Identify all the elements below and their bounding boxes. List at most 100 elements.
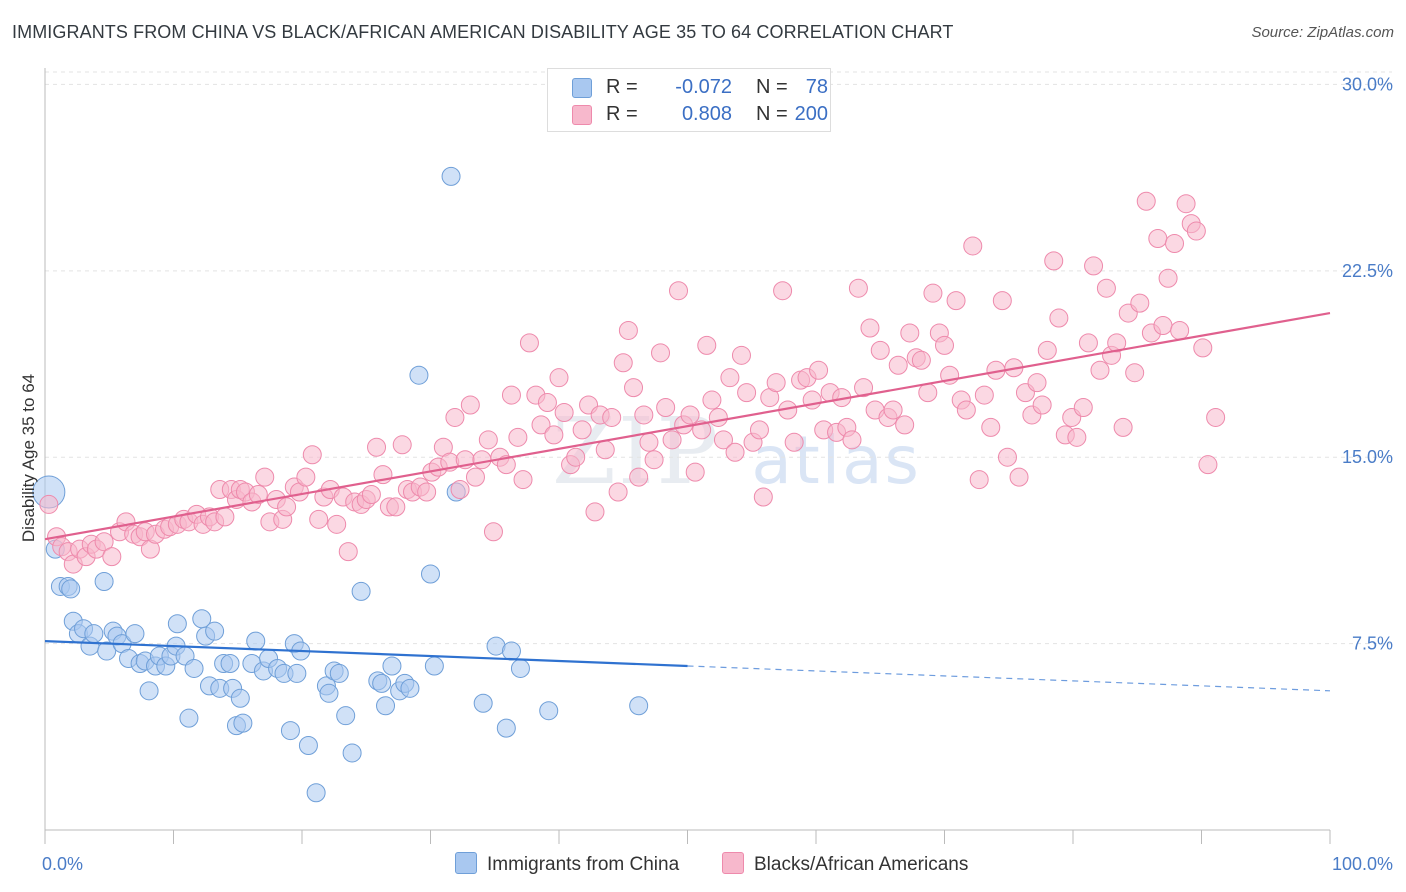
n-label: N =: [756, 103, 788, 125]
data-point: [386, 497, 406, 517]
data-point: [421, 564, 440, 584]
data-point: [382, 656, 402, 676]
data-point: [483, 522, 503, 542]
data-point: [702, 390, 722, 410]
n-label: N =: [756, 76, 788, 98]
data-point: [531, 415, 551, 435]
data-point: [969, 470, 989, 490]
data-point: [496, 455, 516, 475]
data-point: [302, 445, 322, 465]
data-point: [417, 482, 437, 502]
data-point: [992, 291, 1012, 311]
data-point: [900, 323, 920, 343]
data-point: [1113, 417, 1133, 437]
data-point: [139, 681, 159, 701]
data-point: [1078, 333, 1098, 353]
data-point: [338, 542, 358, 562]
data-point: [713, 430, 733, 450]
y-tick-label: 7.5%: [1352, 634, 1393, 654]
data-point: [697, 335, 717, 355]
data-point: [680, 405, 700, 425]
data-point: [981, 417, 1001, 437]
black-swatch: [572, 105, 592, 125]
data-point: [946, 291, 966, 311]
data-point: [508, 427, 528, 447]
data-point: [319, 683, 339, 703]
data-point: [773, 281, 793, 301]
data-point: [1044, 251, 1064, 271]
data-point: [184, 658, 204, 678]
trend-line: [44, 311, 1331, 541]
data-point: [656, 398, 676, 418]
x-tick-label: 100.0%: [1332, 854, 1393, 874]
data-point: [997, 447, 1017, 467]
data-point: [651, 343, 671, 363]
data-point: [248, 484, 268, 504]
data-point: [1148, 229, 1168, 249]
data-point: [1073, 398, 1093, 418]
data-point: [883, 400, 903, 420]
data-point: [613, 353, 633, 373]
data-point: [1107, 333, 1127, 353]
data-point: [1009, 467, 1029, 487]
data-point: [644, 450, 664, 470]
series-blacks-african-americans: [39, 191, 1226, 574]
data-point: [342, 743, 362, 763]
legend-label-china: Immigrants from China: [487, 854, 680, 875]
data-point: [963, 236, 983, 256]
data-point: [870, 340, 890, 360]
data-point: [1153, 315, 1173, 335]
data-point: [608, 482, 628, 502]
data-point: [629, 696, 649, 716]
data-point: [895, 415, 915, 435]
data-point: [842, 430, 862, 450]
data-point: [737, 383, 757, 403]
data-point: [376, 696, 396, 716]
data-point: [97, 641, 117, 661]
data-point: [513, 470, 533, 490]
legend-swatch-black: [722, 852, 744, 874]
n-value: 200: [794, 103, 828, 125]
data-point: [539, 701, 559, 721]
data-point: [1170, 320, 1190, 340]
data-point: [848, 278, 868, 298]
data-point: [1096, 278, 1116, 298]
y-axis-label: Disability Age 35 to 64: [19, 374, 38, 542]
data-point: [888, 355, 908, 375]
data-point: [496, 718, 516, 738]
data-point: [367, 437, 387, 457]
data-point: [566, 447, 586, 467]
r-label: R =: [606, 103, 638, 125]
data-point: [473, 693, 493, 713]
data-point: [1198, 455, 1218, 475]
data-point: [255, 467, 275, 487]
data-point: [445, 407, 465, 427]
data-point: [554, 402, 574, 422]
trend-line: [44, 640, 688, 668]
data-point: [84, 624, 104, 644]
data-point: [1193, 338, 1213, 358]
x-tick-label: 0.0%: [42, 854, 83, 874]
data-point: [501, 385, 521, 405]
data-point: [935, 335, 954, 355]
data-point: [784, 432, 804, 452]
source-credit: Source: ZipAtlas.com: [1251, 24, 1394, 41]
y-tick-label: 15.0%: [1342, 447, 1393, 467]
data-point: [61, 579, 81, 599]
data-point: [179, 708, 199, 728]
data-point: [1032, 395, 1052, 415]
data-point: [450, 480, 470, 500]
china-swatch: [572, 78, 592, 98]
data-point: [685, 462, 705, 482]
data-point: [287, 663, 307, 683]
data-point: [478, 430, 498, 450]
data-point: [351, 581, 371, 601]
y-tick-label: 22.5%: [1342, 261, 1393, 281]
gridlines: [45, 71, 1392, 645]
data-point: [205, 621, 225, 641]
data-point: [572, 420, 592, 440]
data-point: [1158, 268, 1178, 288]
data-point: [634, 405, 654, 425]
data-point: [662, 430, 682, 450]
axes: [44, 68, 1331, 844]
